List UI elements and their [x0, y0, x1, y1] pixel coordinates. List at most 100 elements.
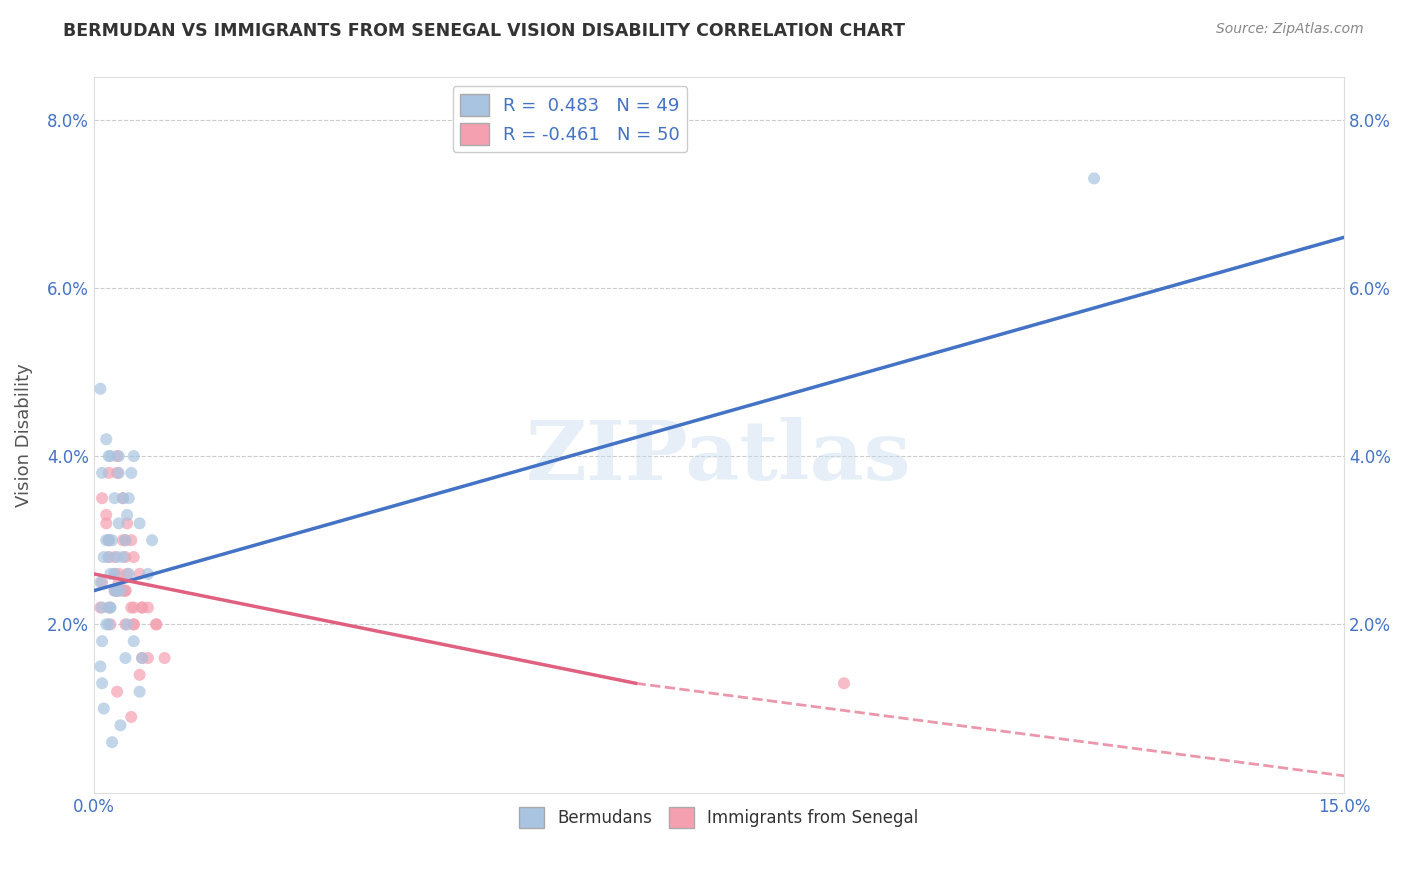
Point	[104, 583, 127, 598]
Point	[96, 617, 118, 632]
Point	[114, 550, 136, 565]
Point	[118, 491, 141, 505]
Point	[118, 566, 141, 581]
Point	[128, 668, 150, 682]
Point	[122, 449, 145, 463]
Point	[145, 617, 167, 632]
Point	[93, 701, 115, 715]
Point	[91, 491, 114, 505]
Point	[122, 634, 145, 648]
Point	[105, 583, 128, 598]
Point	[100, 600, 122, 615]
Point	[97, 533, 120, 548]
Point	[107, 575, 129, 590]
Point	[114, 583, 136, 598]
Point	[111, 533, 134, 548]
Point	[131, 600, 153, 615]
Point	[100, 449, 122, 463]
Point	[91, 600, 114, 615]
Point	[104, 491, 127, 505]
Point	[832, 676, 855, 690]
Point	[115, 566, 138, 581]
Point	[122, 617, 145, 632]
Point	[100, 600, 122, 615]
Point	[105, 449, 128, 463]
Point	[120, 710, 142, 724]
Point	[97, 600, 120, 615]
Point	[114, 533, 136, 548]
Point	[153, 651, 176, 665]
Point	[104, 550, 127, 565]
Point	[97, 550, 120, 565]
Point	[114, 533, 136, 548]
Point	[97, 617, 120, 632]
Point	[93, 550, 115, 565]
Point	[107, 566, 129, 581]
Point	[89, 600, 111, 615]
Point	[96, 516, 118, 531]
Point	[101, 735, 124, 749]
Point	[91, 634, 114, 648]
Text: BERMUDAN VS IMMIGRANTS FROM SENEGAL VISION DISABILITY CORRELATION CHART: BERMUDAN VS IMMIGRANTS FROM SENEGAL VISI…	[63, 22, 905, 40]
Point	[97, 550, 120, 565]
Point	[111, 491, 134, 505]
Point	[105, 684, 128, 698]
Point	[120, 466, 142, 480]
Point	[131, 651, 153, 665]
Point	[111, 491, 134, 505]
Point	[97, 449, 120, 463]
Point	[131, 600, 153, 615]
Point	[104, 566, 127, 581]
Point	[128, 516, 150, 531]
Point	[114, 651, 136, 665]
Point	[96, 533, 118, 548]
Text: ZIPatlas: ZIPatlas	[526, 417, 911, 497]
Point	[100, 566, 122, 581]
Point	[97, 533, 120, 548]
Point	[105, 583, 128, 598]
Point	[141, 533, 163, 548]
Point	[89, 659, 111, 673]
Point	[104, 566, 127, 581]
Point	[136, 566, 159, 581]
Point	[114, 617, 136, 632]
Point	[89, 382, 111, 396]
Point	[120, 533, 142, 548]
Point	[107, 466, 129, 480]
Point	[91, 466, 114, 480]
Point	[91, 676, 114, 690]
Point	[105, 550, 128, 565]
Point	[111, 583, 134, 598]
Point	[115, 516, 138, 531]
Text: Source: ZipAtlas.com: Source: ZipAtlas.com	[1216, 22, 1364, 37]
Point	[120, 600, 142, 615]
Point	[136, 600, 159, 615]
Point	[104, 583, 127, 598]
Point	[110, 718, 132, 732]
Point	[110, 583, 132, 598]
Point	[105, 583, 128, 598]
Point	[122, 600, 145, 615]
Point	[91, 575, 114, 590]
Point	[122, 617, 145, 632]
Point	[97, 533, 120, 548]
Point	[1083, 171, 1105, 186]
Point	[111, 550, 134, 565]
Point	[107, 516, 129, 531]
Y-axis label: Vision Disability: Vision Disability	[15, 363, 32, 507]
Point	[96, 508, 118, 522]
Point	[131, 651, 153, 665]
Point	[96, 432, 118, 446]
Point	[107, 449, 129, 463]
Point	[89, 575, 111, 590]
Point	[115, 508, 138, 522]
Point	[100, 617, 122, 632]
Point	[115, 617, 138, 632]
Point	[105, 583, 128, 598]
Point	[101, 533, 124, 548]
Point	[114, 583, 136, 598]
Point	[136, 651, 159, 665]
Point	[97, 466, 120, 480]
Point	[128, 684, 150, 698]
Point	[145, 617, 167, 632]
